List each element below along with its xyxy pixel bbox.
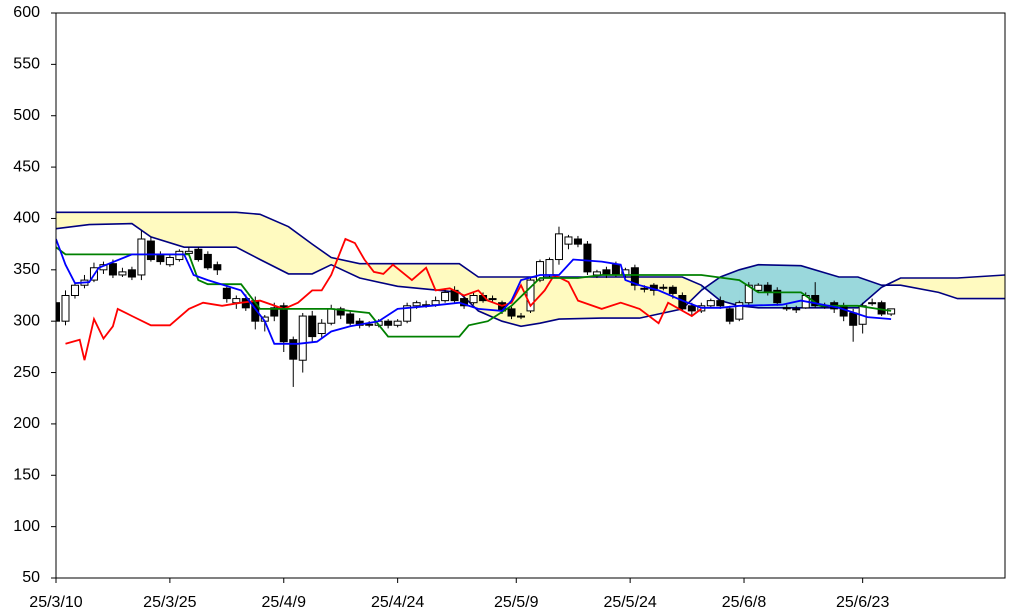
cloud-fill	[957, 274, 1005, 299]
candle-body	[526, 279, 535, 312]
x-tick-label: 25/4/24	[371, 594, 424, 611]
candle-body	[184, 250, 193, 254]
candle-body	[298, 315, 307, 361]
candle-body	[127, 269, 136, 278]
candle-body	[763, 284, 772, 293]
candle-body	[545, 259, 554, 276]
candle-body	[554, 233, 563, 261]
candle-body	[735, 302, 744, 320]
candle-body	[175, 250, 184, 261]
x-tick-label: 25/3/10	[29, 594, 82, 611]
candle-body	[137, 238, 146, 276]
cloud-fill	[288, 226, 313, 275]
indicator-line	[56, 246, 892, 338]
candle-body	[412, 302, 421, 307]
candle-body	[336, 308, 345, 316]
candle-body	[213, 264, 222, 271]
candle-body	[403, 305, 412, 322]
indicator-line	[65, 237, 702, 361]
candle-body	[507, 308, 516, 317]
candle-body	[887, 308, 896, 315]
candle-body	[573, 238, 582, 245]
candle-body	[535, 261, 544, 281]
y-tick-label: 200	[13, 415, 40, 432]
candle-body	[70, 284, 79, 296]
x-tick-label: 25/6/23	[836, 594, 889, 611]
candle-body	[640, 287, 649, 290]
candle-body	[716, 300, 725, 307]
candle-body	[222, 287, 231, 300]
cloud-fill	[88, 212, 133, 225]
cloud-fill	[183, 212, 237, 248]
cloud-fill	[236, 212, 261, 260]
y-tick-label: 150	[13, 466, 40, 483]
candle-body	[156, 253, 165, 263]
candle-body	[346, 313, 355, 324]
candle-body	[146, 240, 155, 261]
candle-body	[441, 291, 450, 302]
y-tick-label: 450	[13, 158, 40, 175]
candle-body	[393, 320, 402, 326]
y-tick-label: 50	[22, 569, 40, 586]
y-tick-label: 300	[13, 312, 40, 329]
candle-body	[754, 284, 763, 291]
candle-body	[792, 308, 801, 311]
candle-body	[868, 302, 877, 305]
candle-body	[659, 286, 668, 289]
plot	[56, 211, 1005, 387]
y-tick-label: 600	[13, 4, 40, 21]
candle-body	[61, 295, 70, 322]
x-tick-label: 25/5/24	[603, 594, 656, 611]
y-tick-label: 350	[13, 261, 40, 278]
candle-body	[488, 298, 497, 301]
candle-body	[108, 263, 117, 276]
candle-body	[668, 286, 677, 294]
candle-body	[279, 305, 288, 343]
span-a-line	[56, 222, 1005, 328]
candle-body	[165, 256, 174, 266]
cloud-fill	[259, 213, 289, 275]
candle-body	[384, 320, 393, 326]
candle-body	[118, 271, 127, 276]
y-tick-label: 400	[13, 210, 40, 227]
plot-frame	[55, 12, 1006, 579]
y-tick-label: 550	[13, 56, 40, 73]
candle-body	[630, 267, 639, 286]
candle-body	[725, 308, 734, 322]
cloud-fill	[838, 276, 859, 309]
candle-body	[194, 248, 203, 261]
candle-body	[773, 289, 782, 304]
candle-body	[687, 305, 696, 312]
candle-body	[469, 295, 478, 304]
candle-body	[289, 339, 298, 360]
candle-body	[327, 308, 336, 324]
y-tick-label: 500	[13, 107, 40, 124]
cloud-fill	[558, 276, 602, 320]
candle-body	[517, 315, 526, 318]
y-tick-label: 250	[13, 364, 40, 381]
candle-body	[232, 298, 241, 304]
candle-body	[849, 312, 858, 326]
candle-body	[782, 307, 791, 310]
candle-body	[611, 264, 620, 276]
x-tick-label: 25/6/8	[722, 594, 767, 611]
indicator-line	[56, 238, 892, 345]
candle-body	[270, 307, 279, 317]
candle-body	[56, 302, 60, 322]
candle-body	[365, 323, 374, 326]
candle-body	[583, 243, 592, 273]
cloud-fill	[900, 277, 939, 293]
candle-body	[706, 300, 715, 307]
x-tick-label: 25/4/9	[262, 594, 307, 611]
candle-body	[203, 253, 212, 269]
candle-body	[317, 322, 326, 335]
x-tick-label: 25/5/9	[494, 594, 539, 611]
candle-body	[564, 236, 573, 245]
candle-body	[308, 315, 317, 338]
x-tick-label: 25/3/25	[143, 594, 196, 611]
y-tick-label: 100	[13, 518, 40, 535]
